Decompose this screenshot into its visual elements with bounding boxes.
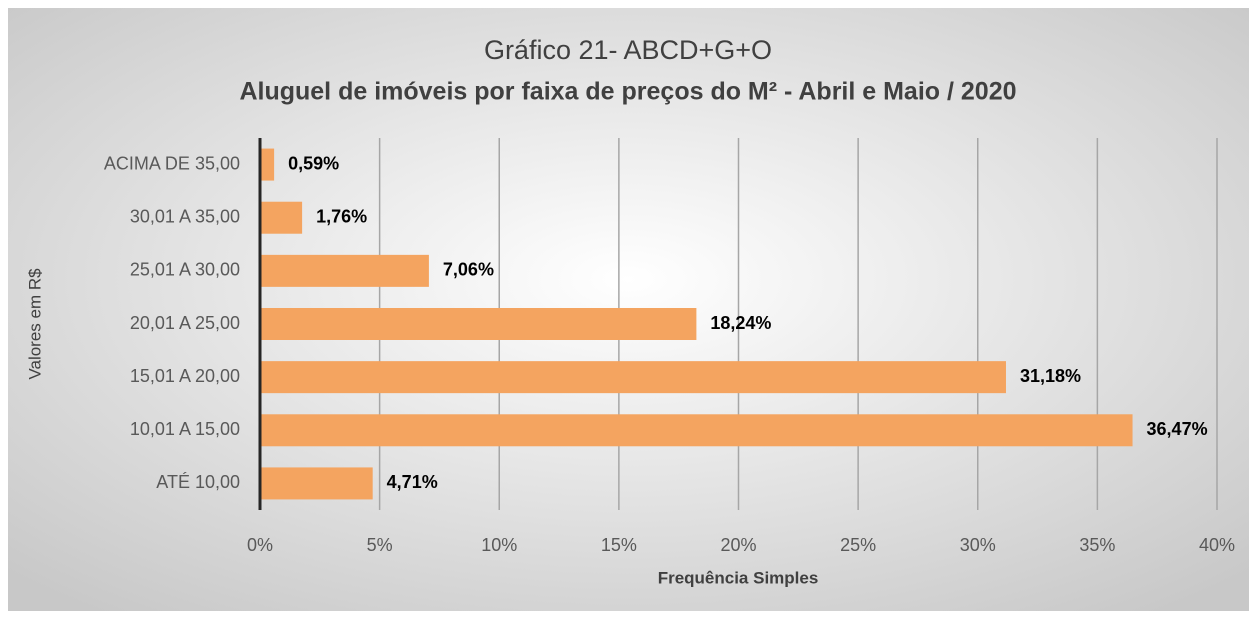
bar [260,467,373,500]
bar [260,254,429,287]
x-tick-label: 35% [1079,535,1115,555]
value-label: 7,06% [443,260,494,280]
bar [260,201,303,234]
bar [260,361,1006,394]
y-tick-label: ATÉ 10,00 [156,472,240,492]
value-label: 4,71% [387,472,438,492]
value-label: 31,18% [1020,366,1081,386]
x-tick-label: 30% [960,535,996,555]
y-tick-label: 30,01 A 35,00 [130,206,240,226]
x-tick-label: 40% [1199,535,1235,555]
value-label: 0,59% [288,153,339,173]
chart-title: Gráfico 21- ABCD+G+O [484,35,772,65]
x-tick-label: 20% [720,535,756,555]
x-tick-label: 0% [247,535,273,555]
x-tick-label: 15% [601,535,637,555]
y-tick-label: 20,01 A 25,00 [130,313,240,333]
bar [260,414,1133,447]
y-tick-label: 25,01 A 30,00 [130,260,240,280]
value-label: 36,47% [1147,419,1208,439]
y-axis-label: Valores em R$ [25,268,44,380]
y-tick-label: ACIMA DE 35,00 [104,153,240,173]
y-tick-label: 15,01 A 20,00 [130,366,240,386]
y-tick-label: 10,01 A 15,00 [130,419,240,439]
x-tick-label: 10% [481,535,517,555]
x-axis-label: Frequência Simples [658,568,819,587]
bar [260,308,697,340]
chart-subtitle: Aluguel de imóveis por faixa de preços d… [239,78,1016,106]
value-label: 1,76% [316,206,367,226]
value-label: 18,24% [710,313,771,333]
bar [260,148,275,181]
x-tick-label: 5% [367,535,393,555]
x-tick-label: 25% [840,535,876,555]
